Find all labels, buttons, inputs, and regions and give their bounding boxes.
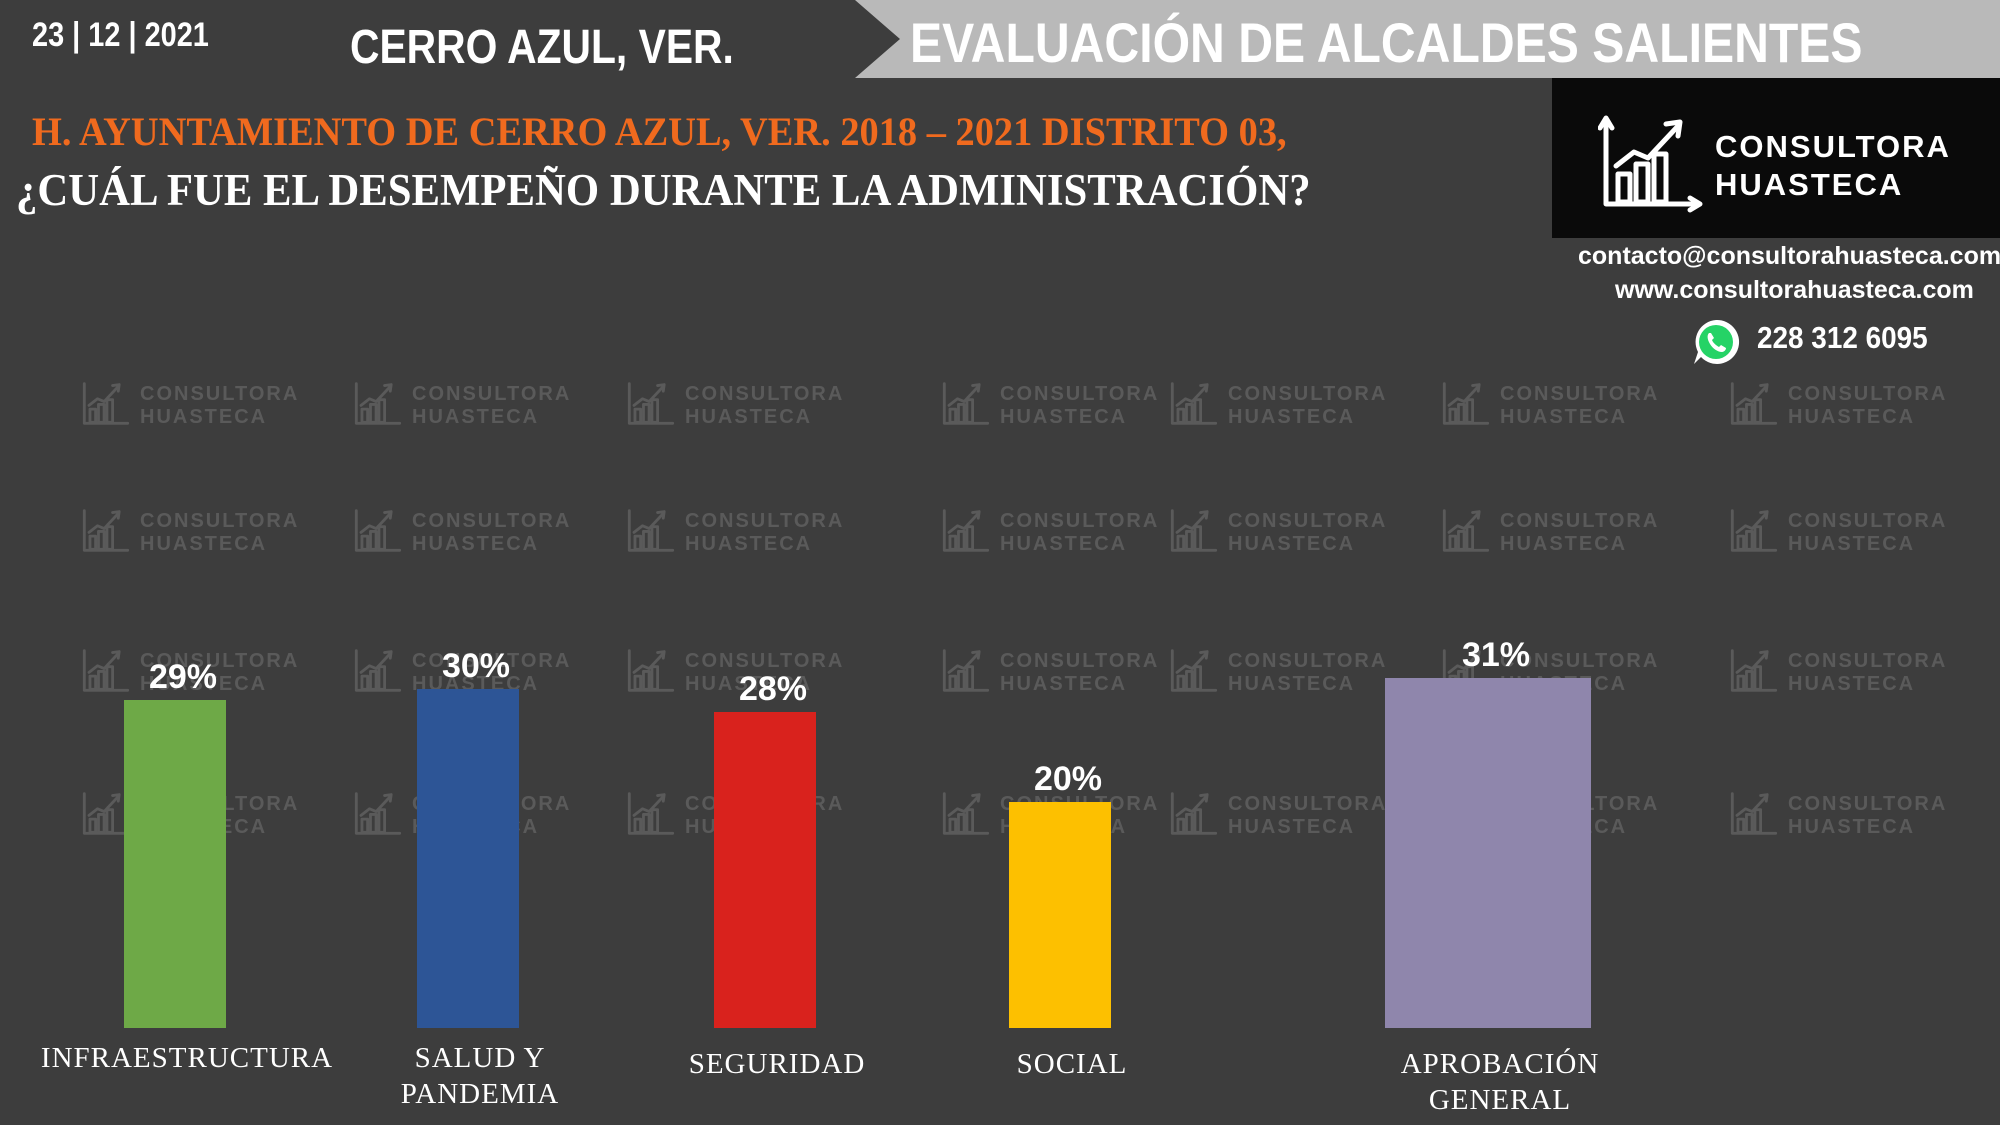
logo-text: CONSULTORA HUASTECA (1715, 128, 1951, 204)
watermark-chart-icon (1440, 505, 1492, 561)
bar-5 (1385, 677, 1591, 1028)
data-label: 30% (441, 647, 511, 685)
watermark-chart-icon (1440, 378, 1492, 434)
watermark-chart-icon (625, 788, 677, 844)
bar-3 (714, 711, 816, 1028)
city-name: CERRO AZUL, VER. (350, 21, 734, 74)
watermark-chart-icon (80, 788, 132, 844)
watermark-chart-icon (940, 788, 992, 844)
logo-line2: HUASTECA (1715, 167, 1904, 202)
category-label: SALUD Y PANDEMIA (400, 1042, 560, 1110)
whatsapp-icon (1694, 319, 1740, 364)
report-date: 23 | 12 | 2021 (32, 16, 209, 54)
data-label: 20% (1033, 760, 1103, 798)
watermark-chart-icon (1168, 505, 1220, 561)
data-label: 28% (738, 669, 808, 708)
watermark-chart-icon (1728, 645, 1780, 701)
banner-title: EVALUACIÓN DE ALCALDES SALIENTES (910, 11, 1863, 74)
watermark-chart-icon (940, 505, 992, 561)
contact-website: www.consultorahuasteca.com (1615, 276, 1974, 304)
watermark-chart-icon (352, 645, 404, 701)
contact-phone: 228 312 6095 (1757, 320, 1928, 355)
watermark-chart-icon (80, 378, 132, 434)
watermark-chart-icon (1168, 788, 1220, 844)
chart-logo-icon (1598, 115, 1703, 213)
watermark-chart-icon (1728, 788, 1780, 844)
watermark-chart-icon (80, 645, 132, 701)
watermark-chart-icon (625, 378, 677, 434)
watermark-chart-icon (352, 378, 404, 434)
bar-2 (417, 689, 519, 1028)
logo-line1: CONSULTORA (1715, 129, 1951, 164)
watermark-chart-icon (1728, 505, 1780, 561)
watermark-chart-icon (625, 645, 677, 701)
watermark-chart-icon (352, 505, 404, 561)
watermark-chart-icon (1168, 378, 1220, 434)
data-label: 29% (148, 658, 218, 697)
watermark-chart-icon (80, 505, 132, 561)
bar-4 (1009, 802, 1111, 1028)
watermark-chart-icon (940, 378, 992, 434)
watermark-chart-icon (1728, 378, 1780, 434)
data-label: 31% (1461, 635, 1531, 674)
category-label: INFRAESTRUCTURA (40, 1042, 334, 1074)
watermark-chart-icon (940, 645, 992, 701)
chart-subtitle: H. AYUNTAMIENTO DE CERRO AZUL, VER. 2018… (32, 109, 1287, 154)
bar-1 (124, 700, 226, 1028)
category-label: APROBACIÓN GENERAL (1400, 1048, 1600, 1116)
chart-question: ¿CUÁL FUE EL DESEMPEÑO DURANTE LA ADMINI… (16, 165, 1311, 215)
title-banner (855, 0, 2000, 78)
category-label: SOCIAL (1016, 1048, 1128, 1080)
watermark-chart-icon (625, 505, 677, 561)
contact-email: contacto@consultorahuasteca.com (1578, 242, 2000, 270)
category-label: SEGURIDAD (688, 1048, 866, 1080)
watermark-chart-icon (352, 788, 404, 844)
watermark-chart-icon (1168, 645, 1220, 701)
